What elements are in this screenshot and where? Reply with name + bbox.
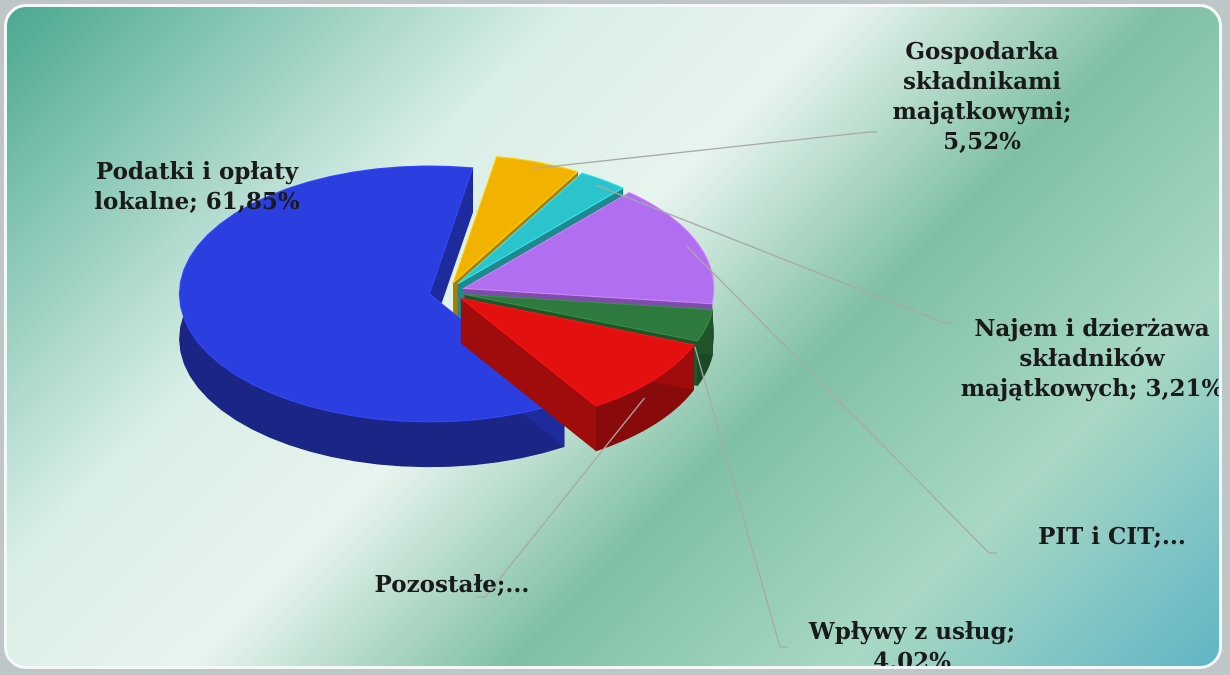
slice-wall xyxy=(460,298,596,452)
slice xyxy=(457,172,625,285)
chart xyxy=(178,131,997,648)
slice xyxy=(452,156,579,285)
slice-wall xyxy=(429,167,473,339)
data-label: Gospodarka składnikami majątkowymi; 5,52… xyxy=(892,38,1072,155)
data-label: Najem i dzierżawa składników majątkowych… xyxy=(960,315,1222,402)
slice xyxy=(178,165,566,423)
slice xyxy=(462,191,715,305)
slice xyxy=(460,297,695,407)
leader-line xyxy=(595,184,953,324)
leader-line xyxy=(534,131,877,170)
data-label: Podatki i opłaty lokalne; 61,85% xyxy=(94,158,300,215)
slice xyxy=(464,293,714,342)
chart-frame: Gospodarka składnikami majątkowymi; 5,52… xyxy=(4,4,1222,669)
leader-line xyxy=(477,397,646,598)
data-label: PIT i CIT;... xyxy=(1038,523,1186,550)
leader-line xyxy=(685,244,997,554)
leader-line xyxy=(694,346,788,648)
data-label: Wpływy z usług; 4,02% xyxy=(808,618,1016,669)
data-label: Pozostałe;... xyxy=(374,571,530,598)
